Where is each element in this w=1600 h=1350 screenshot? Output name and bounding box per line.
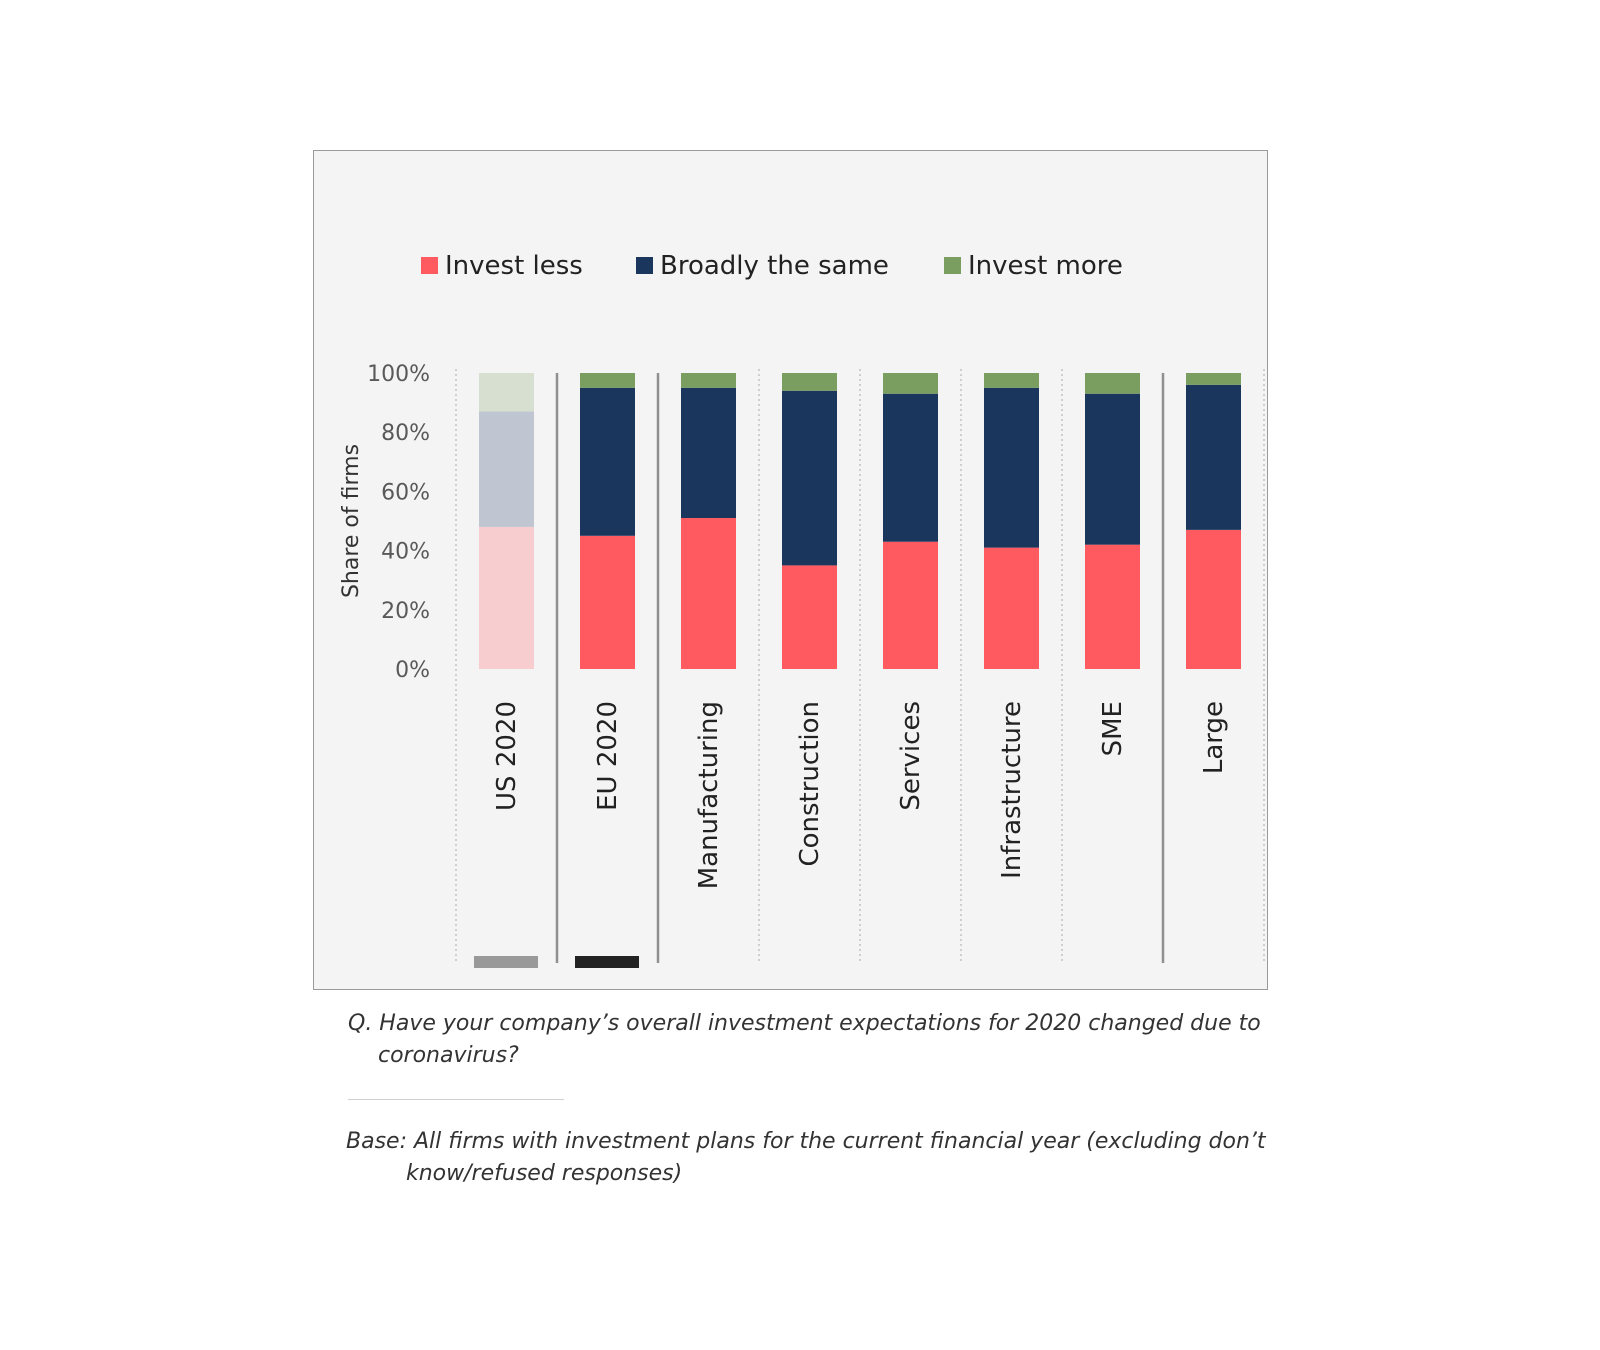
bar-segment (1186, 384, 1241, 530)
bar-segment (1085, 544, 1140, 669)
bar-segment (1186, 529, 1241, 669)
bar-segment (479, 411, 534, 527)
bar-segment (479, 373, 534, 412)
y-tick-label: 60% (381, 480, 430, 505)
y-tick-label: 0% (395, 658, 430, 683)
legend-label-0: Invest less (445, 251, 583, 281)
bar-segment (1085, 373, 1140, 394)
bar-segment (681, 373, 736, 388)
x-axis-labels: US 2020 EU 2020 Manufacturing Construction S… (492, 701, 1229, 889)
bar-segment (681, 387, 736, 519)
x-tick-label: EU 2020 (593, 701, 623, 811)
y-tick-label: 40% (381, 540, 430, 565)
y-tick-label: 20% (381, 599, 430, 624)
category-separators (455, 369, 1265, 963)
bar-segment (984, 547, 1039, 669)
legend-swatch-0 (421, 257, 438, 274)
x-tick-label: Manufacturing (694, 701, 724, 889)
bar-segment (681, 518, 736, 669)
x-tick-label: SME (1098, 701, 1128, 756)
bar-segment (984, 373, 1039, 388)
x-tick-label: Construction (795, 701, 825, 867)
bar-segment (580, 387, 635, 536)
x-tick-label: Large (1199, 701, 1229, 774)
legend: Invest less Broadly the same Invest more (421, 251, 1123, 281)
x-tick-label: US 2020 (492, 701, 522, 811)
bar-segment (883, 393, 938, 542)
x-tick-label: Services (896, 701, 926, 811)
bar-segment (479, 526, 534, 669)
stacked-bar-chart: Invest less Broadly the same Invest more 0… (339, 251, 1265, 968)
legend-swatch-1 (636, 257, 653, 274)
bars (479, 373, 1241, 669)
bar-segment (782, 373, 837, 391)
chart-panel: Invest less Broadly the same Invest more 0… (313, 150, 1268, 990)
y-tick-label: 100% (367, 362, 430, 387)
legend-label-1: Broadly the same (660, 251, 889, 281)
legend-swatch-2 (944, 257, 961, 274)
x-tick-label: Infrastructure (997, 701, 1027, 879)
category-markers (474, 956, 639, 968)
note-divider (348, 1099, 564, 1100)
category-marker (575, 956, 639, 968)
bar-segment (883, 541, 938, 669)
bar-segment (782, 390, 837, 566)
bar-segment (1085, 393, 1140, 545)
base-note: Base: All firms with investment plans fo… (346, 1129, 1266, 1186)
y-axis-label: Share of firms (339, 444, 364, 598)
legend-label-2: Invest more (968, 251, 1123, 281)
y-axis: 0% 20% 40% 60% 80% 100% Share of firms (339, 362, 430, 683)
question-note: Q. Have your company’s overall investmen… (348, 1011, 1261, 1068)
bar-segment (883, 373, 938, 394)
bar-segment (782, 565, 837, 669)
bar-segment (984, 387, 1039, 548)
category-marker (474, 956, 538, 968)
bar-segment (580, 373, 635, 388)
bar-segment (1186, 373, 1241, 385)
y-tick-label: 80% (381, 421, 430, 446)
bar-segment (580, 535, 635, 669)
